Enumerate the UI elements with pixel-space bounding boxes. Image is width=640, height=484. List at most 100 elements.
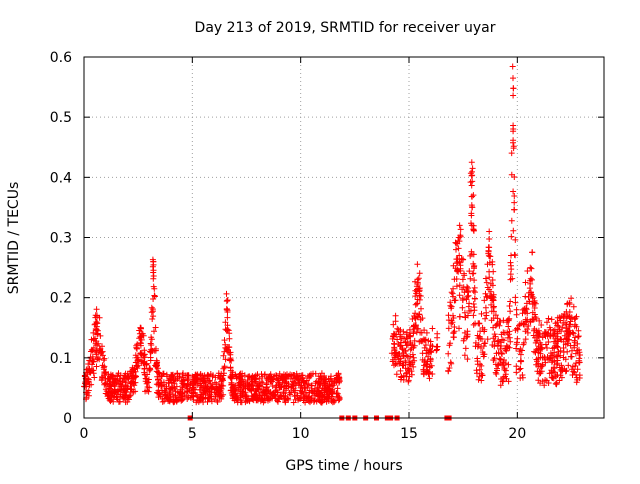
data-point: [301, 385, 308, 392]
data-point: [465, 292, 472, 299]
data-point: [184, 381, 191, 388]
data-point: [500, 337, 507, 344]
data-point: [223, 305, 230, 312]
data-point: [389, 358, 396, 365]
data-point: [119, 393, 126, 400]
data-point: [406, 373, 413, 380]
data-point: [416, 270, 423, 277]
data-point: [522, 328, 529, 335]
data-point: [224, 297, 231, 304]
data-point: [476, 333, 483, 340]
data-point: [291, 372, 298, 378]
data-point: [472, 320, 479, 327]
data-point: [553, 361, 560, 368]
data-point: [467, 252, 474, 259]
data-point: [414, 261, 421, 268]
data-point: [544, 345, 550, 351]
data-point: [532, 349, 539, 356]
data-point: [567, 318, 574, 325]
data-point: [154, 362, 160, 369]
data-point: [504, 329, 511, 336]
data-point: [447, 359, 454, 366]
data-point: [239, 370, 246, 377]
data-point: [531, 348, 538, 355]
data-point: [512, 252, 519, 259]
data-point: [496, 355, 503, 362]
data-point: [426, 370, 432, 377]
data-point: [568, 295, 575, 302]
data-point: [477, 328, 484, 335]
data-point: [555, 338, 562, 345]
data-point: [141, 351, 148, 358]
data-point: [490, 291, 497, 298]
data-point: [236, 371, 243, 378]
data-point: [87, 354, 94, 361]
data-point: [226, 330, 233, 337]
data-point: [298, 394, 305, 401]
data-point: [93, 363, 100, 370]
data-point: [507, 298, 514, 305]
data-point: [535, 345, 542, 352]
data-point: [474, 361, 481, 368]
data-point: [163, 383, 170, 390]
data-point: [264, 384, 270, 390]
data-point: [92, 340, 99, 347]
data-point: [467, 275, 474, 282]
data-point: [120, 386, 127, 393]
data-point: [505, 334, 511, 341]
data-point: [282, 375, 289, 382]
data-point: [533, 327, 540, 334]
data-point: [202, 379, 209, 386]
data-point: [559, 324, 566, 331]
data-point: [470, 270, 477, 277]
data-point: [176, 373, 183, 380]
data-point: [253, 376, 260, 383]
data-point: [178, 386, 184, 393]
data-point: [220, 365, 227, 372]
data-point: [213, 386, 220, 393]
data-point: [577, 352, 583, 358]
data-point: [96, 347, 103, 354]
data-point: [533, 337, 540, 344]
data-point: [403, 352, 410, 359]
data-point: [224, 314, 231, 321]
data-point: [497, 319, 504, 325]
data-point: [153, 368, 160, 375]
data-point: [248, 374, 255, 381]
data-point: [208, 398, 215, 405]
data-point: [137, 324, 144, 331]
data-point: [538, 322, 545, 328]
data-point: [456, 282, 463, 289]
data-point: [205, 388, 212, 394]
data-point: [274, 377, 281, 384]
data-point: [426, 375, 433, 382]
data-point: [482, 304, 489, 311]
data-point: [562, 356, 569, 363]
data-point: [508, 217, 515, 224]
data-point: [507, 308, 514, 315]
data-point: [486, 236, 493, 242]
data-point: [280, 389, 287, 396]
data-point: [484, 336, 491, 343]
data-point: [249, 396, 256, 403]
data-point: [471, 295, 478, 302]
data-point: [266, 390, 272, 397]
data-point: [417, 316, 424, 323]
data-point: [509, 63, 516, 70]
data-point: [513, 369, 520, 376]
data-point: [509, 275, 516, 282]
data-point: [513, 363, 520, 370]
data-point: [97, 332, 104, 339]
data-point: [502, 373, 508, 380]
data-point: [195, 378, 201, 385]
data-point: [131, 374, 137, 381]
data-point: [490, 294, 496, 301]
data-point: [149, 306, 156, 313]
data-point: [214, 399, 221, 405]
data-point: [518, 358, 525, 365]
data-point: [492, 312, 499, 319]
data-point: [557, 352, 564, 359]
data-point: [499, 351, 505, 357]
data-point: [88, 336, 95, 343]
data-point: [547, 350, 554, 357]
